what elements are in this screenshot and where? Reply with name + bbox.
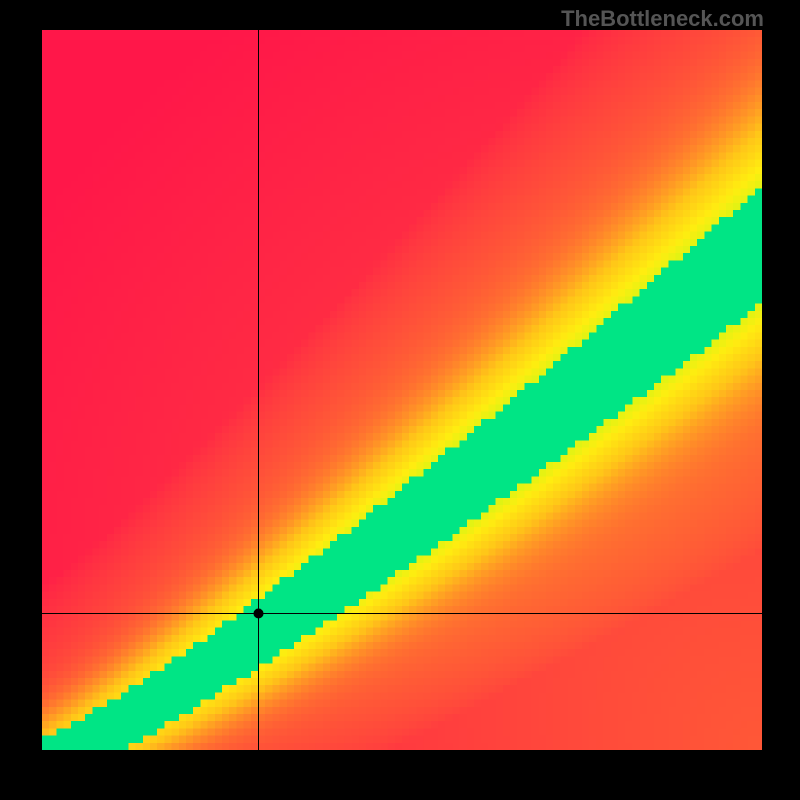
- chart-container: TheBottleneck.com: [0, 0, 800, 800]
- crosshair-overlay: [42, 30, 762, 750]
- watermark-text: TheBottleneck.com: [561, 6, 764, 32]
